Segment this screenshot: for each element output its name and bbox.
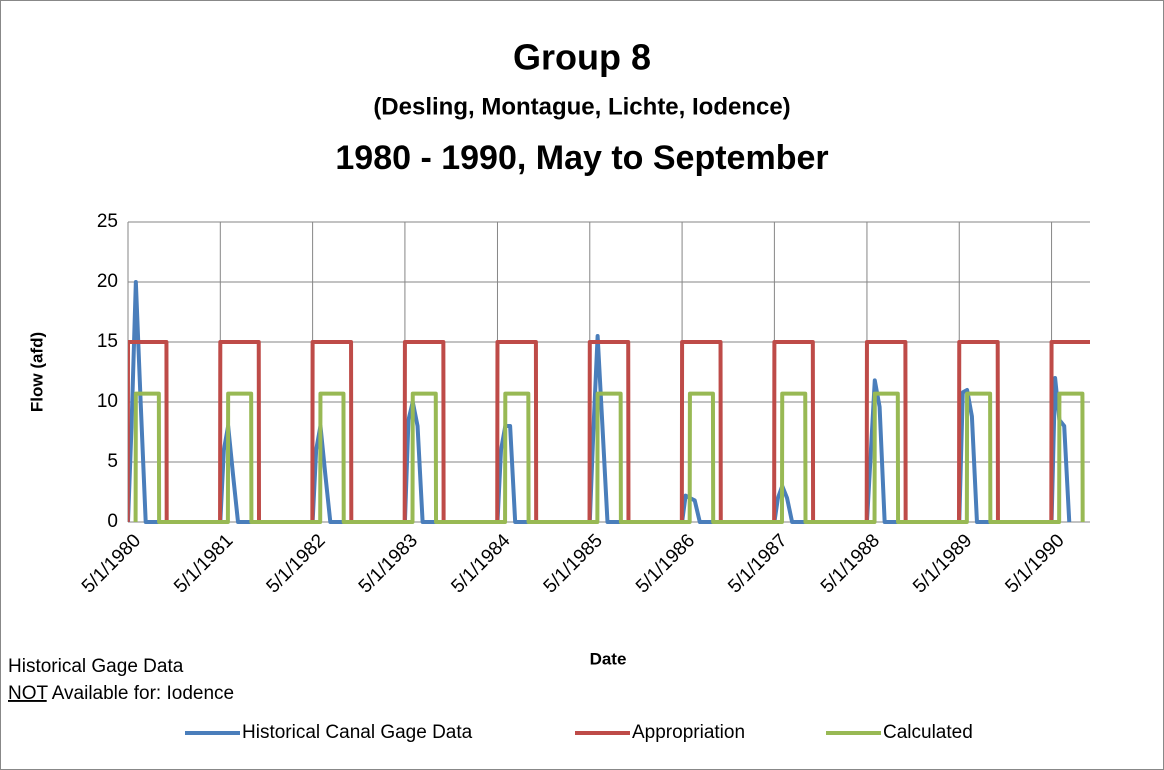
note-text: Available for: Iodence — [52, 683, 234, 704]
note: Historical Gage Data — [8, 656, 184, 677]
y-tick-label: 10 — [97, 391, 118, 412]
legend-label: Calculated — [883, 722, 973, 743]
legend-label: Historical Canal Gage Data — [242, 722, 473, 743]
y-tick-label: 25 — [97, 211, 118, 232]
plot-area — [128, 280, 1090, 524]
y-tick-label: 0 — [107, 511, 118, 532]
note-emphasis: NOT — [8, 683, 49, 704]
chart-subtitle: (Desling, Montague, Lichte, Iodence) — [373, 93, 790, 120]
chart-subtitle: 1980 - 1990, May to September — [335, 139, 828, 177]
series-line — [133, 391, 1085, 524]
y-tick-label: 20 — [97, 271, 118, 292]
x-axis-label: Date — [590, 649, 627, 668]
y-axis-label: Flow (afd) — [27, 332, 46, 412]
y-tick-label: 15 — [97, 331, 118, 352]
note: NOT Available for: Iodence — [8, 683, 234, 704]
legend-label: Appropriation — [632, 722, 745, 743]
chart-title: Group 8 — [513, 37, 651, 78]
y-tick-label: 5 — [107, 451, 118, 472]
